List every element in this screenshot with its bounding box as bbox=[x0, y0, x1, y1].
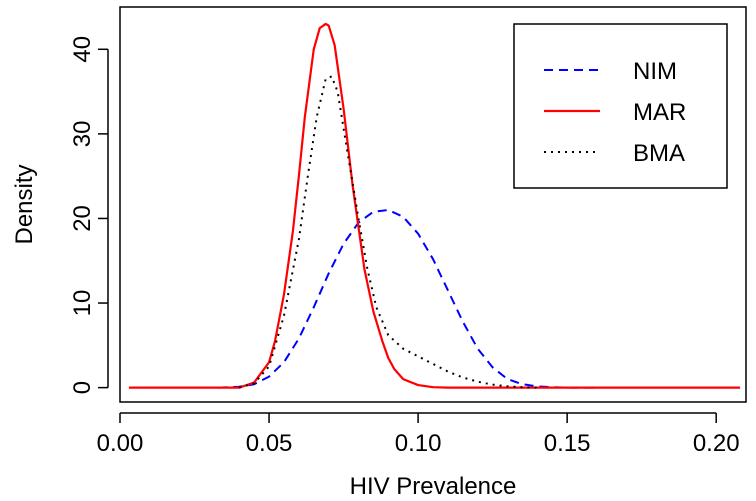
y-tick-label: 10 bbox=[69, 290, 96, 317]
legend-box bbox=[513, 23, 728, 189]
legend: NIM MAR BMA bbox=[513, 23, 728, 189]
y-tick-label: 30 bbox=[69, 121, 96, 148]
legend-label-mar: MAR bbox=[633, 99, 686, 126]
x-axis-label: HIV Prevalence bbox=[350, 473, 517, 500]
legend-label-bma: BMA bbox=[633, 140, 685, 167]
x-tick-label: 0.15 bbox=[544, 430, 591, 457]
y-tick-label: 20 bbox=[69, 205, 96, 232]
legend-label-nim: NIM bbox=[633, 58, 677, 85]
series-line-mar bbox=[128, 22, 741, 389]
y-axis-label: Density bbox=[11, 164, 38, 244]
axes: 0.00 0.05 0.10 0.15 0.20 0 10 20 30 40 bbox=[69, 6, 747, 457]
plot-area bbox=[128, 22, 741, 389]
series-line-nim bbox=[218, 209, 597, 389]
series-line-bma bbox=[238, 75, 538, 389]
y-tick-label: 40 bbox=[69, 36, 96, 63]
x-tick-label: 0.20 bbox=[693, 430, 740, 457]
x-tick-label: 0.05 bbox=[246, 430, 293, 457]
plot-frame bbox=[119, 6, 747, 403]
x-tick-label: 0.00 bbox=[97, 430, 144, 457]
x-tick-label: 0.10 bbox=[395, 430, 442, 457]
y-tick-label: 0 bbox=[69, 381, 96, 394]
